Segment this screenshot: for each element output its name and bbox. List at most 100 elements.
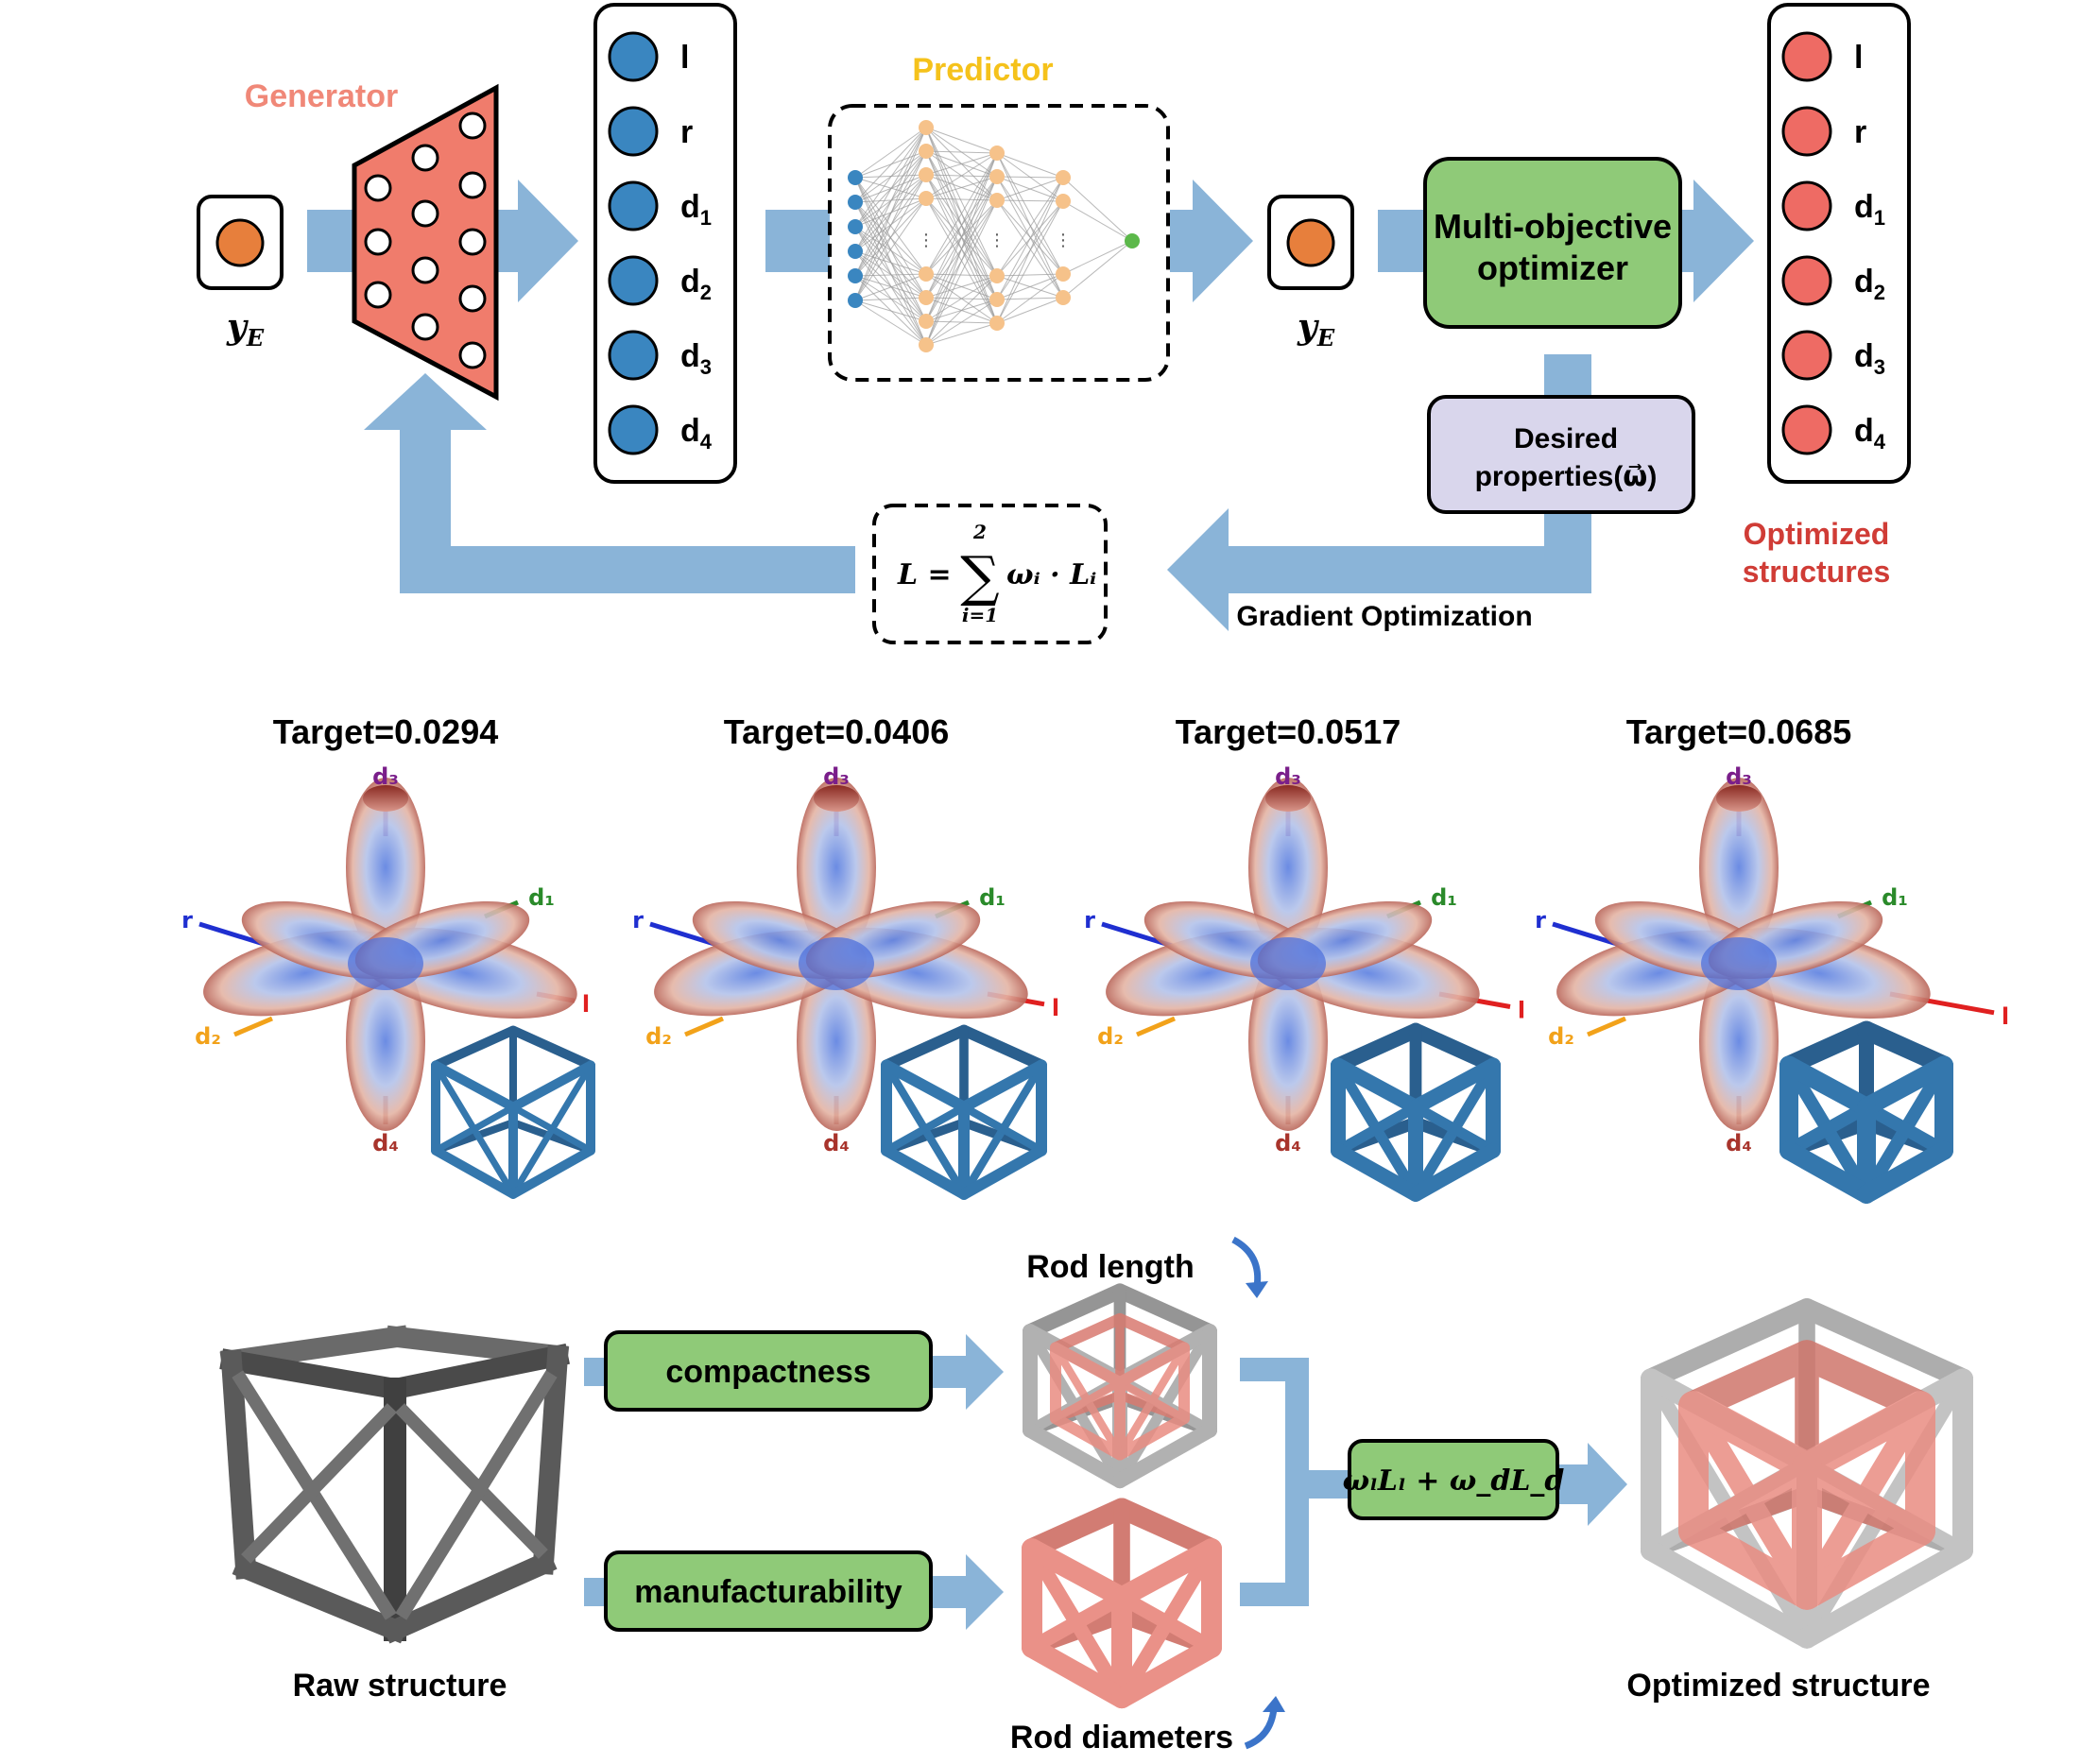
output-param-label: d1: [1854, 189, 1885, 230]
lattice-cube: [1779, 1020, 1953, 1204]
surface-lobe: [346, 778, 425, 957]
desired-properties-block: Desired properties(ω⃗): [1427, 395, 1695, 514]
arrow-optimizer-to-outputs: [1680, 180, 1754, 302]
predictor-neural-net: ⋮ ⋮ ⋮: [848, 120, 1140, 352]
cube-rod: [1792, 1516, 1935, 1610]
generator-neuron: [364, 281, 392, 309]
axis-label-r: r: [181, 907, 193, 933]
input-param-node: [608, 255, 659, 306]
nn-connection: [925, 152, 998, 299]
cube-rod: [1779, 1020, 1876, 1075]
cube-rod: [1678, 1340, 1822, 1422]
axis-label-d1: d₁: [528, 884, 555, 911]
axis-label-l: l: [1052, 995, 1059, 1021]
cube-rod: [1024, 1589, 1129, 1655]
output-param-label-sub: 3: [1874, 355, 1885, 379]
nn-neuron: [989, 146, 1005, 161]
cube-rod: [241, 1403, 397, 1564]
cube-rod: [958, 1144, 1047, 1200]
output-param-label: l: [1854, 40, 1863, 76]
arrow-loss-to-generator: [364, 373, 855, 593]
bottom-arrows: [584, 1334, 1627, 1630]
manufacturability-label: manufacturability: [634, 1574, 902, 1610]
target-title: Target=0.0294: [273, 712, 498, 751]
arrow-y-to-optimizer: [1378, 210, 1425, 272]
input-param-node: [608, 330, 659, 381]
cube-rod: [1050, 1342, 1126, 1389]
surface-lobe: [346, 951, 425, 1131]
bracket-join: [1240, 1358, 1309, 1606]
rod-diameters-cube: [1022, 1498, 1222, 1709]
axis-label-l: l: [1518, 998, 1525, 1024]
generator-neuron: [411, 256, 439, 284]
cube-rod: [882, 1103, 969, 1155]
surface-tip: [814, 785, 859, 812]
cube-rod: [1779, 1140, 1876, 1204]
cube-rod: [1857, 1020, 1953, 1075]
target-panel: Target=0.0517 d₃ d₁ r l d₂ d₄: [1084, 712, 1525, 1202]
stiffness-surface: [203, 778, 577, 1131]
cube-rod: [395, 1370, 558, 1620]
nn-connection: [925, 152, 998, 275]
nn-ellipsis: ⋮: [1055, 231, 1072, 249]
generator-trapezoid: [352, 83, 499, 402]
target-title: Target=0.0406: [724, 712, 949, 751]
lattice-cube: [1331, 1022, 1501, 1202]
output-param-label-main: r: [1854, 114, 1866, 150]
cube-rod: [381, 1550, 558, 1644]
cube-rod: [232, 1554, 409, 1644]
nn-connection: [996, 177, 1064, 324]
cube-rod: [1792, 1340, 1935, 1422]
generator-neuron: [364, 174, 392, 202]
raw-cube-frame: [219, 1325, 570, 1644]
loss-lhs: L =: [897, 558, 952, 591]
cube-rod: [431, 1025, 518, 1070]
arrow-predictor-to-y: [1170, 180, 1253, 302]
cube-rod: [1111, 1636, 1222, 1709]
nn-neuron: [989, 316, 1005, 331]
nn-connection: [996, 176, 1064, 179]
cube-rod: [1332, 1102, 1421, 1156]
cube-rod: [1857, 1140, 1953, 1204]
optimized-inner-cube: [1678, 1340, 1935, 1610]
nn-neuron: [848, 170, 863, 185]
axis-label-d3: d₃: [372, 763, 399, 790]
nn-connection: [996, 152, 1064, 275]
manufacturability-box: [604, 1550, 933, 1632]
nn-neuron: [1056, 170, 1071, 185]
cube-rod: [1051, 1378, 1125, 1423]
cube-rod: [532, 1344, 569, 1575]
generator-neuron: [411, 199, 439, 228]
desired-properties-box: [1427, 395, 1695, 514]
axis-label-d4: d₄: [1275, 1130, 1301, 1156]
nn-connection: [996, 199, 1064, 275]
arrow-y-to-generator: [307, 210, 354, 272]
axis-label-d4: d₄: [823, 1130, 850, 1156]
surface-tip: [1265, 785, 1311, 812]
rod-length-arrowhead: [1246, 1281, 1268, 1298]
input-param-node: [608, 180, 659, 231]
generator-neuron: [458, 284, 487, 313]
cube-rod: [1860, 1100, 1951, 1157]
nn-connection: [925, 275, 998, 346]
nn-connection: [925, 152, 998, 346]
output-param-node: [1781, 31, 1832, 82]
output-param-node: [1781, 255, 1832, 306]
nn-connection: [854, 127, 927, 228]
cube-rod: [1111, 1538, 1222, 1608]
cube-rod: [1796, 1539, 1973, 1649]
cube-rod: [508, 1025, 595, 1070]
output-param-node: [1781, 330, 1832, 381]
raw-structure-label: Raw structure: [293, 1668, 507, 1704]
combined-loss-box: [1348, 1439, 1559, 1520]
loss-sum-symbol: ∑: [960, 544, 999, 608]
nn-connection: [925, 127, 998, 277]
input-param-label-main: d: [680, 189, 700, 225]
nn-neuron: [848, 195, 863, 210]
rod-length-curved-arrow: [1231, 1236, 1262, 1288]
nn-connection: [925, 322, 998, 346]
lattice-cube: [881, 1024, 1047, 1200]
gradient-optimization-label: Gradient Optimization: [1236, 601, 1532, 632]
